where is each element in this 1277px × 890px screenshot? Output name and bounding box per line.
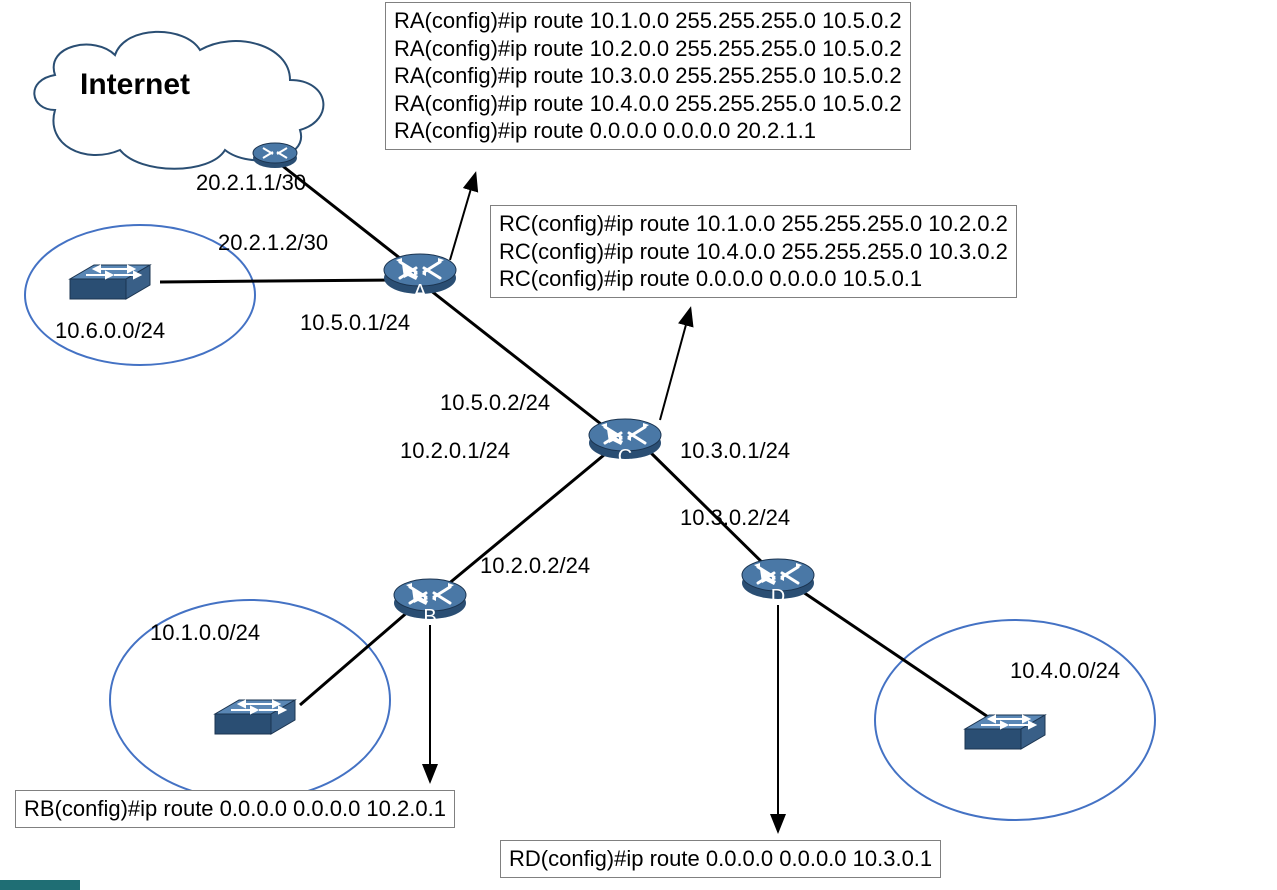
config-box-rd: RD(config)#ip route 0.0.0.0 0.0.0.0 10.3… <box>500 840 941 878</box>
config-rc-line1: RC(config)#ip route 10.1.0.0 255.255.255… <box>499 211 1008 236</box>
config-box-rb: RB(config)#ip route 0.0.0.0 0.0.0.0 10.2… <box>15 790 455 828</box>
ip-label-ra-wan: 20.2.1.2/30 <box>218 230 328 256</box>
ip-label-net6: 10.6.0.0/24 <box>55 318 165 344</box>
config-ra-line1: RA(config)#ip route 10.1.0.0 255.255.255… <box>394 8 902 33</box>
ip-label-net4: 10.4.0.0/24 <box>1010 658 1120 684</box>
ip-label-rc-up: 10.5.0.2/24 <box>440 390 550 416</box>
router-b-icon: B <box>394 579 466 628</box>
config-box-rc: RC(config)#ip route 10.1.0.0 255.255.255… <box>490 205 1017 298</box>
ip-label-ra-lan: 10.5.0.1/24 <box>300 310 410 336</box>
config-ra-line4: RA(config)#ip route 10.4.0.0 255.255.255… <box>394 91 902 116</box>
ip-label-rd-up: 10.3.0.2/24 <box>680 505 790 531</box>
ip-label-rc-left: 10.2.0.1/24 <box>400 438 510 464</box>
svg-text:A: A <box>413 281 427 303</box>
config-ra-line3: RA(config)#ip route 10.3.0.0 255.255.255… <box>394 63 902 88</box>
config-rb-line1: RB(config)#ip route 0.0.0.0 0.0.0.0 10.2… <box>24 796 446 821</box>
svg-text:C: C <box>618 446 632 468</box>
ip-label-isp: 20.2.1.1/30 <box>196 170 306 196</box>
config-rc-line2: RC(config)#ip route 10.4.0.0 255.255.255… <box>499 239 1008 264</box>
config-rd-line1: RD(config)#ip route 0.0.0.0 0.0.0.0 10.3… <box>509 846 932 871</box>
switch-10-4-icon <box>965 715 1045 749</box>
switch-10-1-icon <box>215 700 295 734</box>
config-rc-line3: RC(config)#ip route 0.0.0.0 0.0.0.0 10.5… <box>499 266 922 291</box>
svg-text:D: D <box>771 586 785 608</box>
router-a-icon: A <box>384 254 456 303</box>
config-box-ra: RA(config)#ip route 10.1.0.0 255.255.255… <box>385 2 911 150</box>
internet-label: Internet <box>80 68 190 102</box>
router-d-icon: D <box>742 559 814 608</box>
ip-label-rb-up: 10.2.0.2/24 <box>480 553 590 579</box>
svg-text:B: B <box>423 606 436 628</box>
isp-router-icon <box>253 143 297 168</box>
footer-accent <box>0 880 80 890</box>
ip-label-rc-right: 10.3.0.1/24 <box>680 438 790 464</box>
ip-label-net1: 10.1.0.0/24 <box>150 620 260 646</box>
switch-10-6-icon <box>70 265 150 299</box>
config-ra-line5: RA(config)#ip route 0.0.0.0 0.0.0.0 20.2… <box>394 118 816 143</box>
router-c-icon: C <box>589 419 661 468</box>
config-ra-line2: RA(config)#ip route 10.2.0.0 255.255.255… <box>394 36 902 61</box>
